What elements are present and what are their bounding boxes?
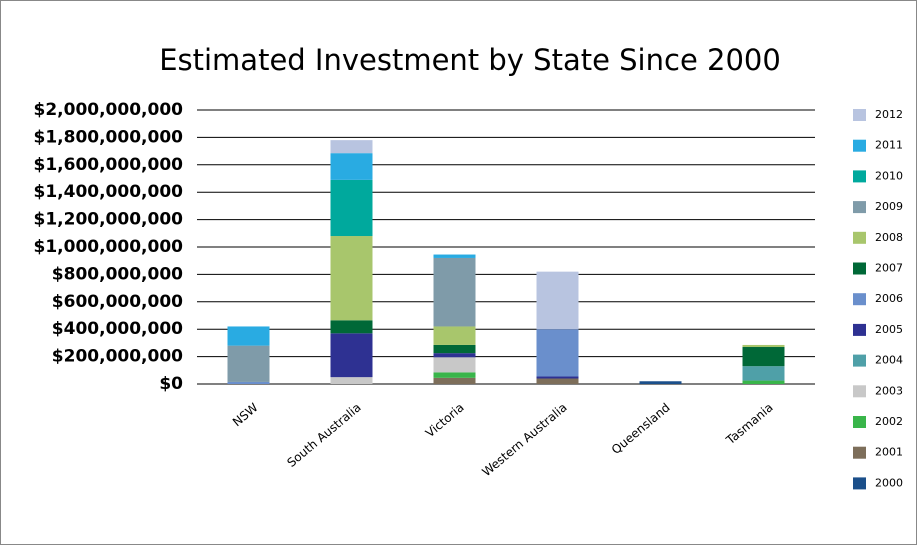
bar-segment xyxy=(742,344,785,348)
legend-swatch xyxy=(853,109,866,121)
legend-label: 2012 xyxy=(875,108,903,121)
bar-segment xyxy=(330,333,373,378)
bar-segment xyxy=(536,329,579,377)
legend-label: 2008 xyxy=(875,231,903,244)
legend-label: 2004 xyxy=(875,354,903,367)
legend-swatch xyxy=(853,354,866,367)
y-tick-label: $2,000,000,000 xyxy=(34,100,184,120)
bar-segment xyxy=(330,153,373,180)
bar-segment xyxy=(742,380,785,384)
y-tick-label: $1,000,000,000 xyxy=(34,237,184,257)
bar-segment xyxy=(433,344,476,354)
bar-segment xyxy=(536,271,579,330)
bar-segment xyxy=(433,254,476,258)
y-tick-label: $400,000,000 xyxy=(52,319,183,339)
bar-segment xyxy=(330,236,373,321)
bar-segment xyxy=(227,345,270,382)
bar-segment xyxy=(742,347,785,367)
bar-segment xyxy=(227,326,270,346)
y-tick-label: $1,400,000,000 xyxy=(34,182,184,202)
legend-label: 2000 xyxy=(875,476,903,489)
legend-swatch xyxy=(853,293,866,306)
bar-segment xyxy=(639,381,682,384)
legend-label: 2002 xyxy=(875,415,903,428)
y-tick-label: $200,000,000 xyxy=(52,347,183,367)
bar-segment xyxy=(330,179,373,237)
bar-segment xyxy=(433,357,476,373)
y-tick-label: $600,000,000 xyxy=(52,292,183,312)
legend-label: 2010 xyxy=(875,169,903,182)
bar-segment xyxy=(433,257,476,327)
legend-swatch xyxy=(853,139,866,152)
legend-label: 2001 xyxy=(875,446,903,459)
bar-segment xyxy=(433,353,476,358)
legend-label: 2011 xyxy=(875,139,903,152)
legend-swatch xyxy=(853,262,866,275)
bar-segment xyxy=(536,376,579,379)
y-tick-label: $800,000,000 xyxy=(52,264,183,284)
legend-swatch xyxy=(853,201,866,214)
bar-segment xyxy=(330,320,373,334)
legend-label: 2009 xyxy=(875,200,903,213)
legend-label: 2005 xyxy=(875,323,903,336)
legend-swatch xyxy=(853,477,866,490)
y-tick-label: $0 xyxy=(159,374,183,394)
y-tick-label: $1,200,000,000 xyxy=(34,210,184,230)
bar-segment xyxy=(433,377,476,384)
legend-swatch xyxy=(853,323,866,336)
legend-swatch xyxy=(853,416,866,428)
legend-label: 2003 xyxy=(875,384,903,397)
legend-swatch xyxy=(853,170,866,183)
legend-swatch xyxy=(853,446,866,459)
chart-title: Estimated Investment by State Since 2000 xyxy=(159,43,781,77)
legend-label: 2006 xyxy=(875,292,903,305)
legend-label: 2007 xyxy=(875,262,903,275)
bar-segment xyxy=(536,378,579,384)
bar-segment xyxy=(433,372,476,378)
y-tick-label: $1,800,000,000 xyxy=(34,127,184,147)
y-tick-label: $1,600,000,000 xyxy=(34,155,184,175)
bar-segment xyxy=(330,140,373,154)
bar-segment xyxy=(330,377,373,384)
legend-swatch xyxy=(853,385,866,398)
legend-swatch xyxy=(853,231,866,244)
bar-segment xyxy=(227,381,270,384)
bar-segment xyxy=(742,366,785,381)
bar-segment xyxy=(433,326,476,345)
